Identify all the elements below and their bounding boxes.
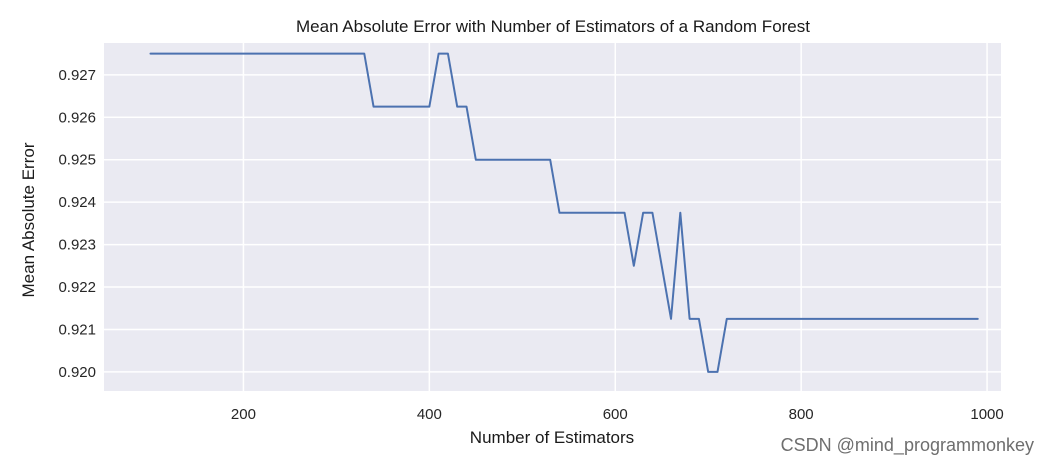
- y-tick-label: 0.926: [58, 109, 96, 126]
- x-tick-labels: 200 400 600 800 1000: [231, 406, 1004, 423]
- watermark-text: CSDN @mind_programmonkey: [781, 435, 1034, 456]
- y-tick-label: 0.922: [58, 279, 96, 296]
- plot-area: [104, 43, 1001, 391]
- y-tick-label: 0.924: [58, 194, 96, 211]
- x-tick-label: 400: [417, 406, 442, 423]
- y-tick-label: 0.923: [58, 237, 96, 254]
- y-gridlines: [104, 74, 1001, 373]
- x-tick-label: 1000: [970, 406, 1003, 423]
- y-tick-label: 0.927: [58, 67, 96, 84]
- x-tick-label: 200: [231, 406, 256, 423]
- series-layer: [149, 52, 979, 373]
- x-tick-label: 800: [789, 406, 814, 423]
- chart-title: Mean Absolute Error with Number of Estim…: [296, 17, 810, 36]
- series-line: [149, 52, 979, 373]
- y-tick-labels: 0.920 0.921 0.922 0.923 0.924 0.925 0.926 0.927: [58, 67, 96, 381]
- y-tick-label: 0.920: [58, 364, 96, 381]
- x-tick-label: 600: [603, 406, 628, 423]
- y-tick-label: 0.921: [58, 321, 96, 338]
- y-axis-label: Mean Absolute Error: [19, 142, 38, 297]
- y-tick-label: 0.925: [58, 152, 96, 169]
- x-axis-label: Number of Estimators: [470, 428, 634, 447]
